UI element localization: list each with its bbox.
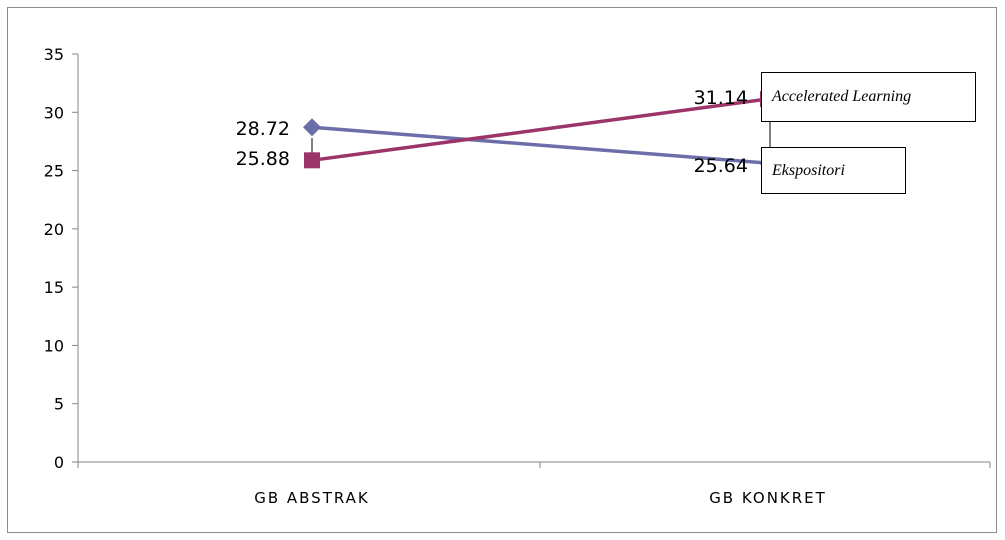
- legend-label-ekspositori: Ekspositori: [772, 161, 845, 179]
- y-tick-label: 5: [54, 395, 64, 414]
- series-line: [311, 125, 769, 165]
- y-tick-label: 20: [44, 220, 64, 239]
- x-category-label: GB ABSTRAK: [254, 489, 370, 507]
- y-tick-label: 35: [44, 45, 64, 64]
- x-category-label: GB KONKRET: [709, 489, 827, 507]
- y-tick-label: 10: [44, 336, 64, 355]
- y-tick-label: 15: [44, 278, 64, 297]
- y-tick-label: 25: [44, 162, 64, 181]
- legend-label-accelerated-learning: Accelerated Learning: [772, 88, 912, 105]
- data-label: 31.14: [694, 87, 748, 109]
- legend-callout-accelerated-learning: Accelerated Learning: [761, 72, 976, 122]
- data-label: 25.88: [236, 148, 290, 170]
- y-tick-label: 0: [54, 453, 64, 472]
- series-line: [311, 97, 769, 163]
- data-point-diamond: [303, 118, 321, 137]
- data-label: 28.72: [236, 118, 290, 140]
- data-point-square: [304, 152, 320, 169]
- legend-callout-ekspositori: Ekspositori: [761, 147, 906, 194]
- data-label: 25.64: [694, 155, 748, 177]
- y-tick-label: 30: [44, 103, 64, 122]
